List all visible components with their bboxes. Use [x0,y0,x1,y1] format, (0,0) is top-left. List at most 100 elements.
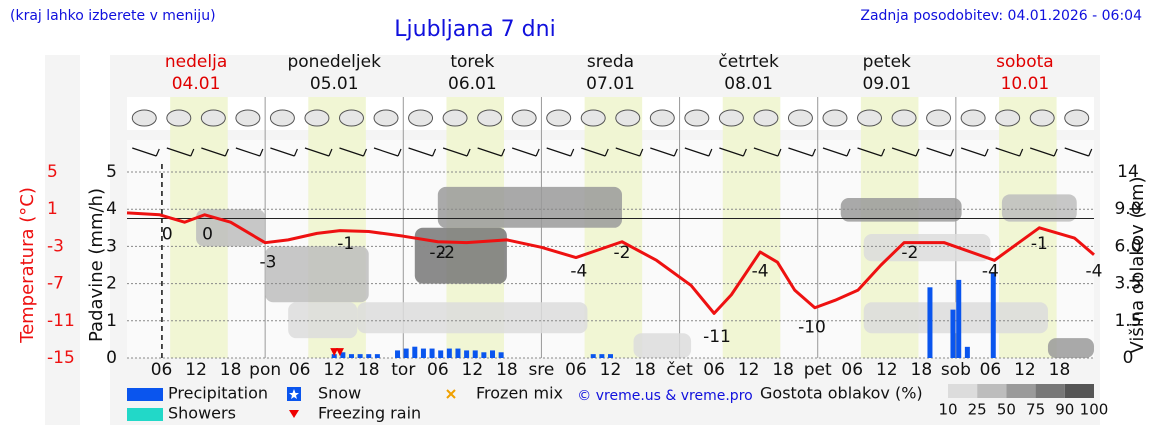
wind-barb [1053,148,1058,157]
y-tick-label: 5 [106,162,117,182]
day-name: sreda [587,52,634,72]
temp-axis-label: Temperatura (°C) [17,187,38,344]
wind-barb [857,147,882,157]
wind-barb [604,148,609,157]
wind-barb [432,148,437,157]
wind-barb [846,148,851,157]
wind-barb [546,147,571,157]
wind-barb [950,148,955,157]
weather-icon [166,109,192,127]
cloud-layer [357,302,588,334]
precip-bar [956,279,962,358]
cloud-legend-title: Gostota oblakov (%) [760,384,923,403]
wind-barb [259,148,264,157]
precip-bar [340,352,346,358]
legend-swatch [446,389,456,399]
temp-label: -2 [901,243,918,263]
weather-icon [649,109,675,127]
precip-bar [455,348,461,358]
wind-barb [615,147,640,157]
temp-strip [45,55,80,425]
temp-label: -4 [982,262,999,282]
day-name: ponedeljek [287,52,381,72]
freezing-rain [330,348,339,357]
x-tick-label: 18 [911,360,933,380]
weather-icon [131,109,157,127]
temp-label: -1 [337,234,354,254]
weather-icon [1064,109,1090,127]
freezing-rain [335,348,344,357]
wind-barb [719,147,744,157]
wind-barb [477,147,502,157]
x-tick-label: 06 [151,360,173,380]
precip-bar [481,352,487,358]
x-tick-label: 18 [1049,360,1071,380]
subtitle: (kraj lahko izberete v meniju) [10,8,216,24]
density-swatch [977,384,1007,398]
x-tick-label: 18 [634,360,656,380]
temp-tick-label: 5 [47,162,58,182]
x-tick-label: pon [249,360,281,380]
cloud-layer [1001,194,1077,222]
day-date: 08.01 [724,74,773,94]
temp-label: -2 [429,243,446,263]
wind-barb [304,147,330,157]
density-swatch [1035,384,1065,398]
wind-barb [466,148,471,157]
y-tick-label: 4 [106,199,117,219]
wind-barb [915,148,920,157]
wind-barb [190,148,195,157]
precip-bar [927,287,933,358]
wind-barb [501,148,506,157]
temp-label: -1 [1031,234,1048,254]
x-tick-label: sre [528,360,554,380]
weather-icon [408,109,434,127]
y2-tick-label: 1.5 [1114,311,1141,331]
cloud-layer [863,302,1048,334]
wind-barb [960,147,986,157]
precip-bar [599,354,605,358]
x-tick-label: 12 [323,360,345,380]
x-tick-label: 12 [738,360,760,380]
temperature-line [126,211,1095,315]
x-tick-label: 12 [462,360,484,380]
weather-icon [580,109,606,127]
weather-icon [477,109,503,127]
day-name: petek [863,52,911,72]
wind-barb [1064,147,1089,157]
day-name: torek [450,52,494,72]
density-tick: 50 [997,401,1016,419]
weather-icon [787,109,813,127]
precip-bar [472,350,478,358]
precip-bar [348,354,354,358]
weather-icon [373,109,399,127]
wind-barb [328,148,333,157]
temp-tick-label: 1 [47,199,58,219]
cloud-layer [840,198,962,222]
wind-barb [811,148,816,157]
wind-barb [1019,148,1024,157]
temp-label: 0 [162,225,173,245]
precip-bar [403,348,409,358]
wind-barb [270,147,295,157]
cloud-layer [437,186,623,228]
wind-barb [132,147,157,157]
weather-icon [960,109,986,127]
x-tick-label: 06 [841,360,863,380]
precip-bar [357,354,363,358]
y-tick-label: 0 [106,348,117,368]
y2-axis-label: Višina oblakov (km) [1127,176,1148,353]
x-tick-label: čet [666,360,693,380]
wind-barb [995,147,1020,157]
cloud-layer [863,234,991,262]
precip-bar [608,354,613,358]
temp-label: -2 [438,243,455,263]
weather-icon [822,109,848,127]
wind-barb [511,147,537,157]
wind-barb [788,147,813,157]
weather-icon [511,109,537,127]
precip-bar [498,352,504,358]
y-tick-label: 3 [106,236,117,256]
y-tick-label: 2 [106,274,117,294]
